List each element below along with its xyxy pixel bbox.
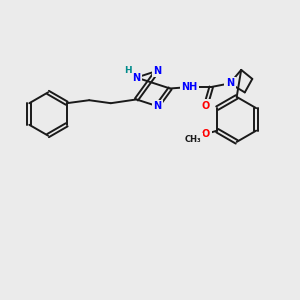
Text: N: N bbox=[226, 78, 234, 88]
Text: H: H bbox=[124, 67, 132, 76]
Text: NH: NH bbox=[182, 82, 198, 92]
Text: N: N bbox=[153, 101, 161, 111]
Text: O: O bbox=[202, 100, 210, 111]
Text: CH₃: CH₃ bbox=[185, 135, 202, 144]
Text: N: N bbox=[132, 73, 140, 82]
Text: O: O bbox=[202, 129, 210, 139]
Text: N: N bbox=[153, 66, 161, 76]
